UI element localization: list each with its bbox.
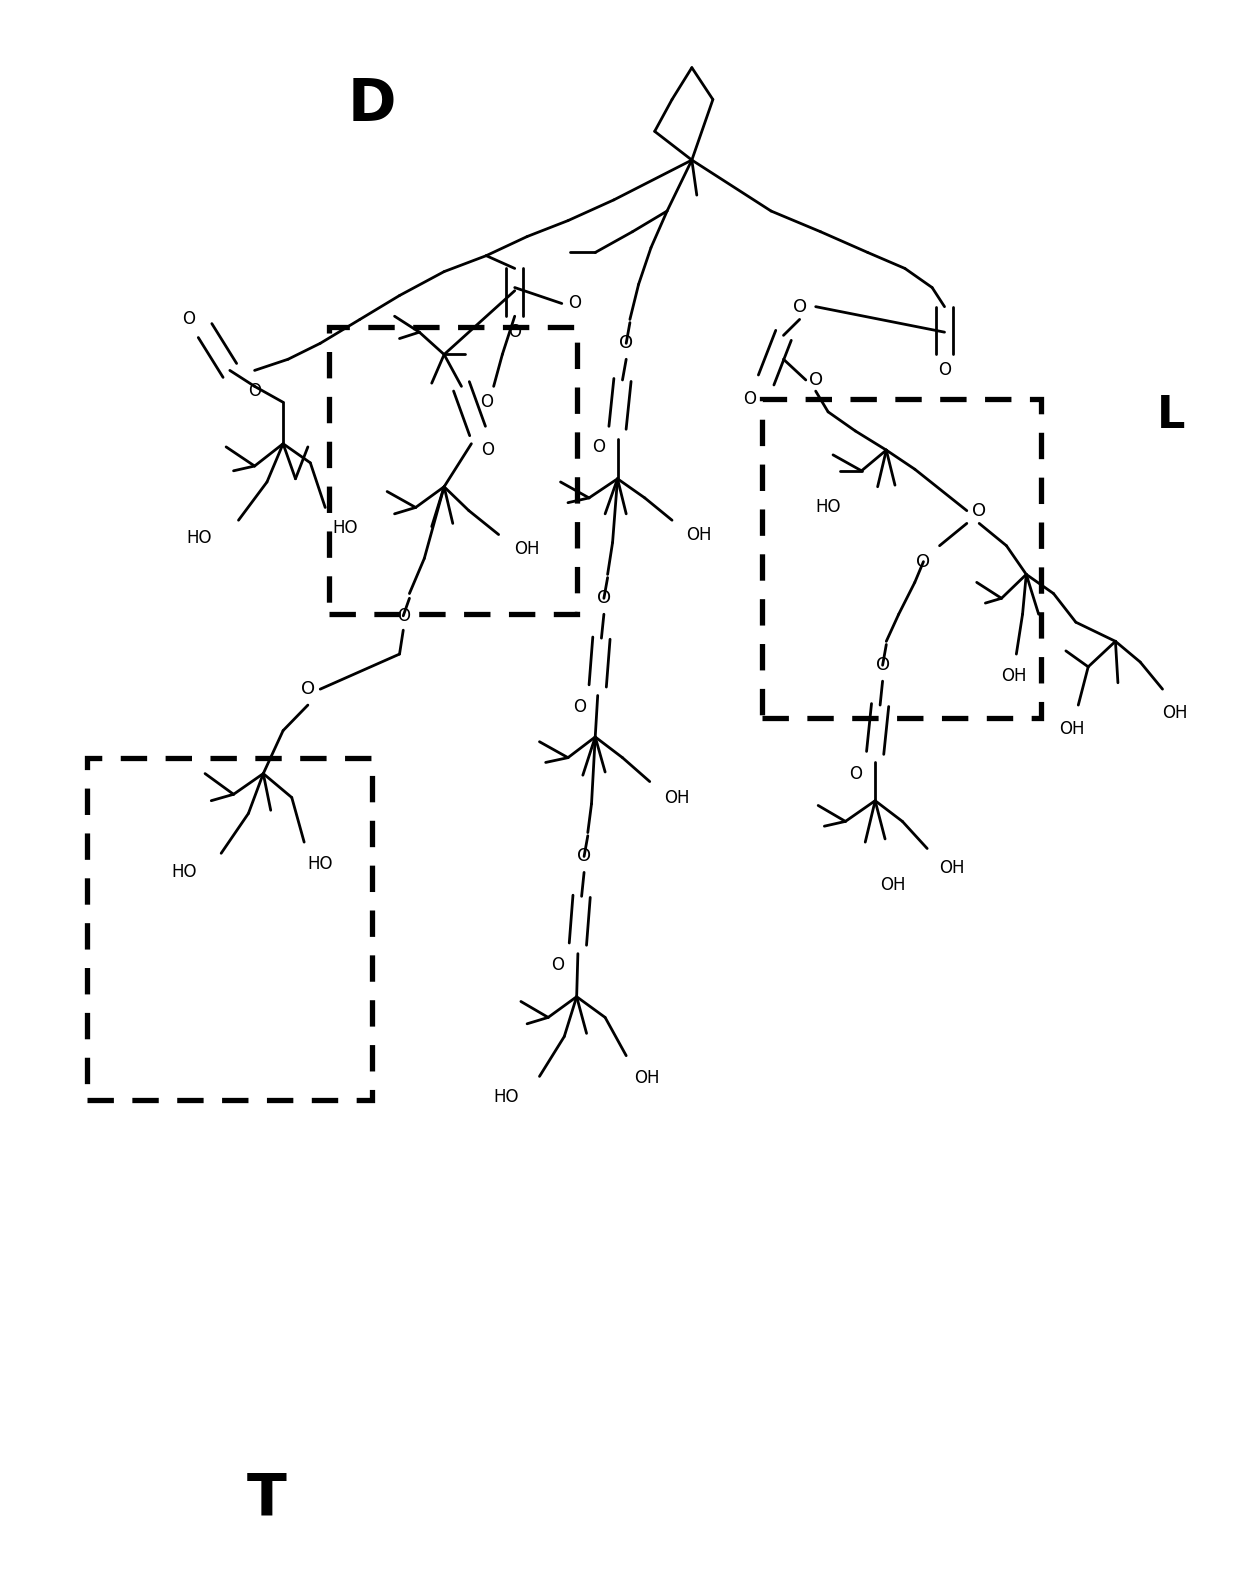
Text: O: O (301, 679, 315, 699)
Text: O: O (397, 606, 409, 625)
Text: T: T (247, 1471, 286, 1526)
Text: O: O (808, 372, 823, 389)
Text: O: O (849, 764, 862, 783)
Text: O: O (619, 335, 634, 352)
Text: O: O (875, 656, 889, 675)
Text: OH: OH (1162, 703, 1188, 723)
Text: O: O (744, 391, 756, 408)
Text: O: O (480, 394, 492, 412)
Bar (329, 327, 577, 614)
Text: O: O (568, 295, 580, 313)
Text: OH: OH (1059, 719, 1085, 738)
Text: OH: OH (879, 876, 905, 895)
Text: O: O (937, 362, 951, 380)
Text: L: L (1157, 394, 1185, 437)
Text: O: O (182, 311, 196, 329)
Text: O: O (916, 552, 930, 571)
Text: O: O (972, 502, 986, 520)
Text: O: O (552, 955, 564, 975)
Text: O: O (248, 383, 262, 400)
Text: OH: OH (1001, 667, 1027, 686)
Text: O: O (481, 442, 494, 459)
Text: O: O (596, 589, 611, 608)
Text: HO: HO (816, 499, 841, 517)
Text: D: D (348, 77, 397, 132)
Text: OH: OH (515, 539, 539, 558)
Text: O: O (593, 439, 605, 456)
Text: OH: OH (665, 788, 689, 807)
Text: O: O (508, 324, 521, 341)
Text: OH: OH (635, 1069, 660, 1086)
Text: HO: HO (332, 520, 358, 538)
Text: OH: OH (687, 526, 712, 544)
Text: OH: OH (939, 858, 965, 877)
Text: HO: HO (308, 855, 334, 874)
Text: HO: HO (494, 1088, 518, 1105)
Text: HO: HO (186, 528, 212, 547)
Text: O: O (792, 298, 807, 316)
Bar (763, 399, 1042, 718)
Text: O: O (577, 847, 591, 866)
Bar (87, 758, 372, 1101)
Text: O: O (573, 697, 585, 716)
Text: HO: HO (171, 863, 197, 882)
